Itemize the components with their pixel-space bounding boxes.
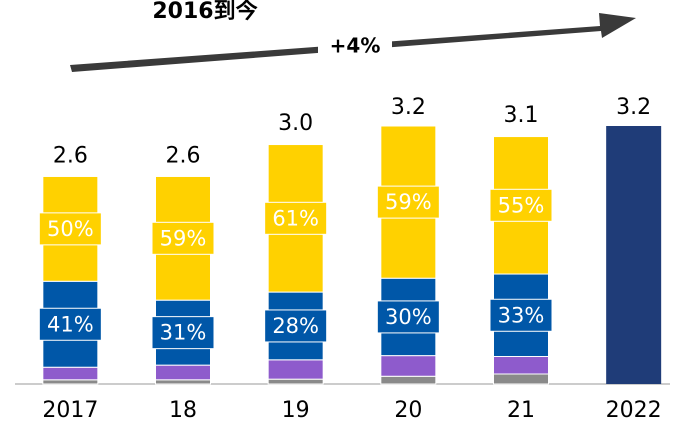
bar-segment <box>267 359 324 380</box>
total-label: 3.2 <box>616 95 651 120</box>
total-label: 3.0 <box>278 111 313 136</box>
segment-label-box <box>489 188 553 222</box>
segment-label: 33% <box>498 303 545 327</box>
trend-arrow <box>70 13 636 72</box>
segment-label-box <box>38 212 102 246</box>
bar-segment <box>42 379 99 385</box>
bar-segment <box>267 378 324 385</box>
segment-label: 50% <box>47 217 94 241</box>
segment-label: 41% <box>47 312 94 336</box>
annotation-box <box>318 34 392 60</box>
x-tick-label: 2022 <box>606 398 662 423</box>
x-tick-label: 21 <box>507 398 535 423</box>
segment-label: 28% <box>272 314 319 338</box>
segment-label-box <box>264 201 328 235</box>
bar-segment <box>155 364 211 381</box>
x-tick-label: 2017 <box>42 398 98 423</box>
total-label: 2.6 <box>166 143 201 168</box>
segment-label-box <box>38 307 102 341</box>
segment-label-box <box>376 185 440 219</box>
segment-label: 61% <box>272 206 319 230</box>
x-tick-label: 18 <box>169 398 197 423</box>
bar-segment <box>380 355 437 377</box>
segment-label-box <box>151 221 215 255</box>
segment-label: 59% <box>160 226 207 250</box>
segment-label: 31% <box>160 321 207 345</box>
bar <box>606 126 662 384</box>
bar-segment <box>155 379 211 385</box>
segment-label-box <box>489 298 553 332</box>
annotation: +4% <box>330 34 381 58</box>
segment-label: 30% <box>385 305 432 329</box>
x-tick-label: 19 <box>282 398 310 423</box>
total-label: 3.1 <box>504 103 539 128</box>
bar-segment <box>380 375 437 385</box>
bar-segment <box>493 356 549 375</box>
segment-label: 59% <box>385 190 432 214</box>
segment-label-box <box>376 300 440 334</box>
chart-title: 2016到今 <box>152 0 257 24</box>
segment-label-box <box>264 309 328 343</box>
segment-label: 55% <box>498 193 545 217</box>
total-label: 2.6 <box>53 143 88 168</box>
total-label: 3.2 <box>391 95 426 120</box>
bar-segment <box>493 373 549 385</box>
segment-label-box <box>151 316 215 350</box>
x-tick-label: 20 <box>394 398 422 423</box>
bar-segment <box>42 366 99 381</box>
